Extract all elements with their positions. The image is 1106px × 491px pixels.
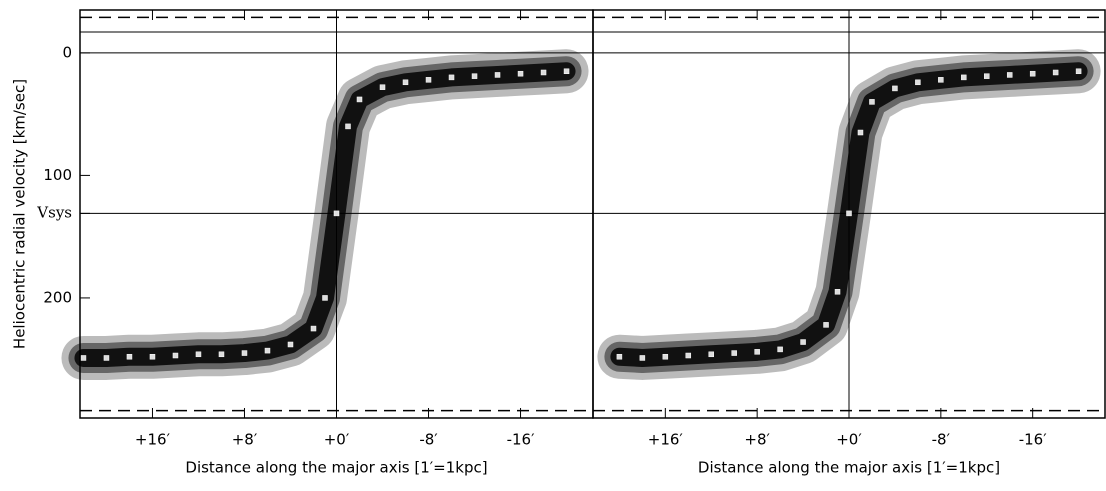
rotation-point xyxy=(563,68,570,75)
rotation-point xyxy=(754,349,760,355)
y-tick-label: 200 xyxy=(43,288,72,306)
x-axis-label: Distance along the major axis [1′=1kpc] xyxy=(698,459,1000,477)
rotation-point xyxy=(639,355,646,361)
x-tick-label: -8′ xyxy=(419,431,438,449)
rotation-point xyxy=(264,347,271,354)
rotation-point xyxy=(731,350,737,356)
rotation-point xyxy=(1006,72,1013,78)
rotation-point xyxy=(241,350,248,356)
rotation-point xyxy=(1029,70,1036,77)
x-axis-label: Distance along the major axis [1′=1kpc] xyxy=(185,459,487,477)
rotation-point xyxy=(517,70,524,77)
rotation-point xyxy=(834,289,841,295)
rotation-point xyxy=(685,352,692,359)
y-tick-label: 100 xyxy=(43,166,72,184)
y-tick-label: 0 xyxy=(62,43,72,61)
rotation-point xyxy=(126,353,133,360)
rotation-point xyxy=(402,79,409,86)
y-tick-label: Vsys xyxy=(36,203,72,221)
rotation-point xyxy=(823,322,829,328)
rotation-point xyxy=(857,129,864,136)
rotation-point xyxy=(846,210,852,217)
rotation-point xyxy=(494,72,501,78)
x-tick-label: +8′ xyxy=(744,431,770,449)
rotation-point xyxy=(333,210,340,217)
rotation-point xyxy=(800,339,806,345)
emission-band xyxy=(74,62,576,367)
rotation-point xyxy=(195,351,202,358)
rotation-point xyxy=(287,341,294,348)
rotation-point xyxy=(869,99,875,105)
rotation-point xyxy=(708,351,714,358)
x-tick-label: +16′ xyxy=(648,431,684,449)
rotation-point xyxy=(345,123,351,130)
rotation-point xyxy=(310,325,317,332)
rotation-point xyxy=(938,77,944,83)
x-tick-label: +0′ xyxy=(836,431,862,449)
rotation-point xyxy=(149,353,156,360)
rotation-point xyxy=(356,96,363,103)
rotation-point xyxy=(425,77,432,83)
rotation-point xyxy=(448,74,455,81)
x-tick-label: +16′ xyxy=(135,431,171,449)
x-tick-label: +0′ xyxy=(324,431,350,449)
y-axis-label: Heliocentric radial velocity [km/sec] xyxy=(11,79,29,349)
x-tick-label: -16′ xyxy=(1019,431,1047,449)
x-tick-label: -8′ xyxy=(932,431,951,449)
rotation-point xyxy=(379,84,386,90)
x-tick-label: +8′ xyxy=(232,431,258,449)
rotation-point xyxy=(322,295,328,301)
rotation-point xyxy=(662,353,669,360)
rotation-point xyxy=(1052,69,1059,76)
rotation-point xyxy=(984,73,990,79)
rotation-point xyxy=(777,346,783,353)
rotation-point xyxy=(80,355,87,361)
rotation-point xyxy=(915,79,921,86)
rotation-point xyxy=(616,353,623,360)
rotation-point xyxy=(540,69,547,76)
rotation-point xyxy=(1075,68,1082,75)
rotation-point xyxy=(892,85,898,92)
rotation-point xyxy=(218,351,225,358)
x-tick-label: -16′ xyxy=(507,431,535,449)
rotation-point xyxy=(471,73,478,79)
rotation-point xyxy=(961,74,967,81)
rotation-point xyxy=(103,355,110,361)
rotation-point xyxy=(172,352,179,359)
